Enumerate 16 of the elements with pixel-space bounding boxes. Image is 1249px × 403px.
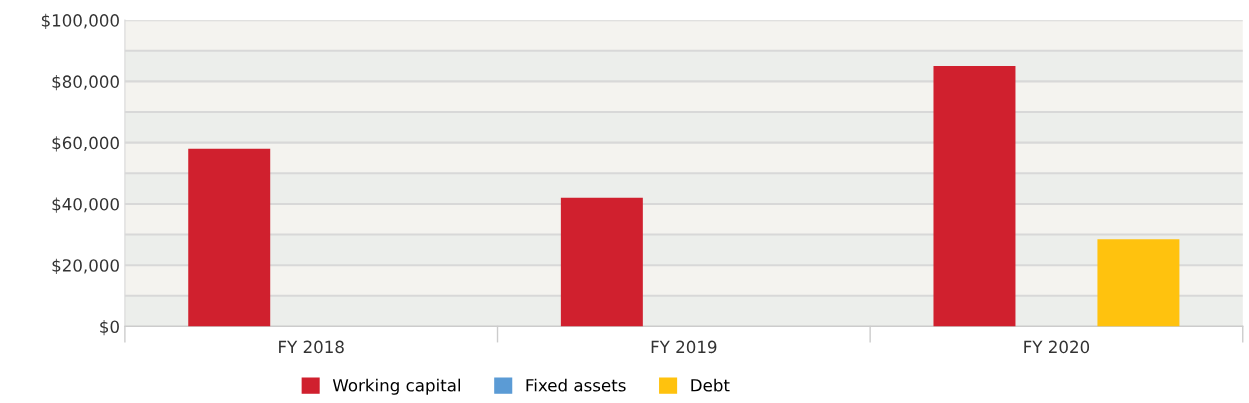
x-tick-label: FY 2019: [651, 340, 717, 354]
x-tick-label: FY 2020: [1024, 340, 1090, 354]
x-tick-label: FY 2018: [279, 340, 344, 354]
y-tick-label: $40,000: [52, 197, 119, 213]
y-tick-label: $20,000: [52, 258, 119, 274]
bar: [560, 197, 643, 327]
y-tick-label: $100,000: [41, 13, 119, 29]
y-tick-label: $60,000: [52, 136, 119, 152]
legend-label: Fixed assets: [526, 378, 626, 392]
legend-label: Working capital: [332, 378, 460, 395]
legend-label: Debt: [691, 378, 730, 392]
y-tick-label: $0: [100, 320, 119, 336]
y-tick-label: $80,000: [52, 75, 119, 91]
bar: [933, 66, 1016, 327]
bar: [1097, 239, 1180, 327]
bar: [188, 148, 271, 327]
